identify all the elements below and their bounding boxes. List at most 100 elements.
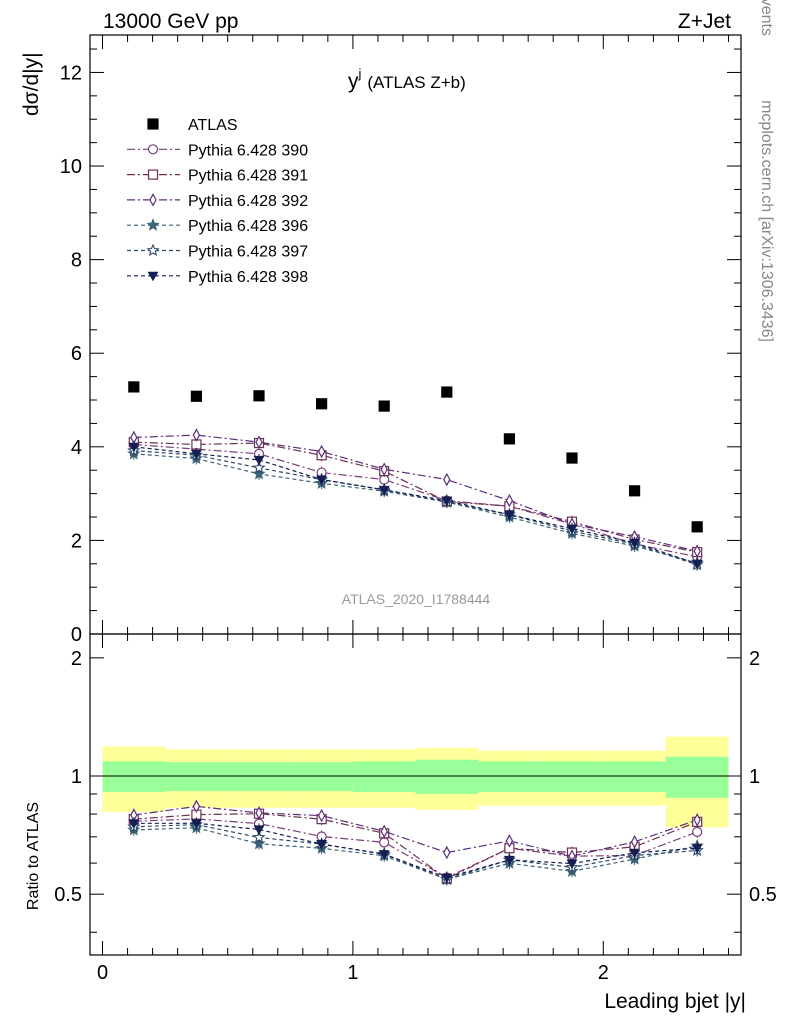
data-point xyxy=(380,824,388,839)
ratio-axis-label: Ratio to ATLAS xyxy=(25,802,42,910)
data-point xyxy=(691,559,703,570)
data-point xyxy=(317,444,326,459)
y-tick-label: 2 xyxy=(71,530,82,552)
watermark: ATLAS_2020_I1788444 xyxy=(342,591,491,607)
data-point xyxy=(147,144,159,155)
data-point xyxy=(691,844,703,854)
ratio-band-inner xyxy=(665,756,729,798)
series-line xyxy=(133,449,698,566)
data-point xyxy=(378,400,390,412)
data-point xyxy=(147,118,159,130)
ratio-band-inner xyxy=(102,761,166,793)
ratio-tick-label: 0.5 xyxy=(749,884,777,906)
data-point xyxy=(503,433,515,445)
data-point xyxy=(505,493,514,508)
header-right: Z+Jet xyxy=(678,10,731,33)
x-tick-label: 2 xyxy=(598,962,609,984)
legend-item-4: Pythia 6.428 397 xyxy=(127,244,308,261)
y-tick-label: 6 xyxy=(71,343,82,365)
ratio-tick-label: 1 xyxy=(71,766,82,788)
series-line xyxy=(133,441,698,553)
data-point xyxy=(378,485,390,496)
legend-label: Pythia 6.428 390 xyxy=(188,142,308,159)
plot-title-main: y xyxy=(348,70,359,93)
data-point xyxy=(255,806,263,820)
data-point xyxy=(146,218,160,231)
data-point xyxy=(128,819,140,829)
data-point xyxy=(628,485,641,497)
series-ratio-line xyxy=(133,813,698,880)
legend-item-2: Pythia 6.428 392 xyxy=(127,193,308,210)
data-point xyxy=(378,850,390,860)
data-point xyxy=(192,428,201,442)
y-tick-label: 0 xyxy=(71,624,82,646)
ratio-band-inner xyxy=(415,759,479,794)
data-point xyxy=(692,826,703,837)
data-point xyxy=(190,819,202,829)
legend-label: Pythia 6.428 398 xyxy=(188,269,308,286)
data-point xyxy=(128,381,140,393)
header-left: 13000 GeV pp xyxy=(103,10,238,33)
series-4 xyxy=(127,443,704,886)
data-point xyxy=(505,834,514,848)
data-point xyxy=(629,848,641,859)
data-point xyxy=(255,435,263,449)
data-point xyxy=(252,830,266,844)
y-tick-label: 8 xyxy=(71,250,82,272)
ratio-band-inner xyxy=(540,761,604,793)
data-point xyxy=(190,449,202,460)
side-top: Rivet 3.1.10, ≥ 2.1M events xyxy=(758,0,775,36)
data-point xyxy=(693,813,701,827)
x-axis-label: Leading bjet |y| xyxy=(604,990,746,1013)
data-point xyxy=(253,455,265,466)
data-point xyxy=(566,452,578,464)
ratio-tick-label: 1 xyxy=(749,766,760,788)
legend-item-0: Pythia 6.428 390 xyxy=(127,142,308,159)
ratio-band-inner xyxy=(165,762,228,792)
series-5 xyxy=(128,440,703,884)
data-point xyxy=(566,524,578,535)
series-ratio-line xyxy=(133,827,698,880)
legend-item-5: Pythia 6.428 398 xyxy=(127,269,308,286)
plot-title-suffix: (ATLAS Z+b) xyxy=(367,73,465,92)
data-point xyxy=(253,390,265,402)
data-point xyxy=(316,840,328,850)
data-point xyxy=(190,390,203,402)
ratio-band-inner xyxy=(227,762,291,792)
data-point xyxy=(566,859,578,870)
x-tick-label: 1 xyxy=(347,962,358,984)
data-point xyxy=(441,873,453,884)
legend-item-atlas: ATLAS xyxy=(147,117,238,134)
y-axis-label: dσ/d|y| xyxy=(20,52,43,116)
plot-title-sup: j xyxy=(358,66,362,81)
data-point xyxy=(316,475,328,486)
data-point xyxy=(252,460,266,474)
data-point xyxy=(192,799,201,814)
ratio-band-inner xyxy=(352,761,416,793)
series-atlas xyxy=(128,381,703,533)
series-line xyxy=(133,446,698,565)
x-tick-label: 0 xyxy=(97,962,108,984)
data-point xyxy=(146,243,160,257)
side-bottom: mcplots.cern.ch [arXiv:1306.3436] xyxy=(758,100,775,342)
legend-label: Pythia 6.428 392 xyxy=(188,193,308,210)
data-point xyxy=(317,808,326,823)
ratio-band-inner xyxy=(603,761,666,793)
legend-item-3: Pythia 6.428 396 xyxy=(127,218,308,235)
data-point xyxy=(503,855,515,866)
data-point xyxy=(629,538,641,549)
data-point xyxy=(316,398,328,410)
data-point xyxy=(441,496,453,507)
y-tick-label: 10 xyxy=(60,156,82,178)
ratio-band-inner xyxy=(290,762,353,792)
data-point xyxy=(691,521,703,533)
series-ratio-line xyxy=(133,818,698,879)
ratio-tick-label: 0.5 xyxy=(54,884,82,906)
series-line xyxy=(133,443,698,558)
series-ratio-line xyxy=(133,822,698,879)
legend-item-1: Pythia 6.428 391 xyxy=(127,168,308,185)
data-point xyxy=(443,845,451,860)
ratio-tick-label: 2 xyxy=(749,648,760,670)
data-point xyxy=(380,462,388,477)
legend-label: ATLAS xyxy=(188,117,238,134)
